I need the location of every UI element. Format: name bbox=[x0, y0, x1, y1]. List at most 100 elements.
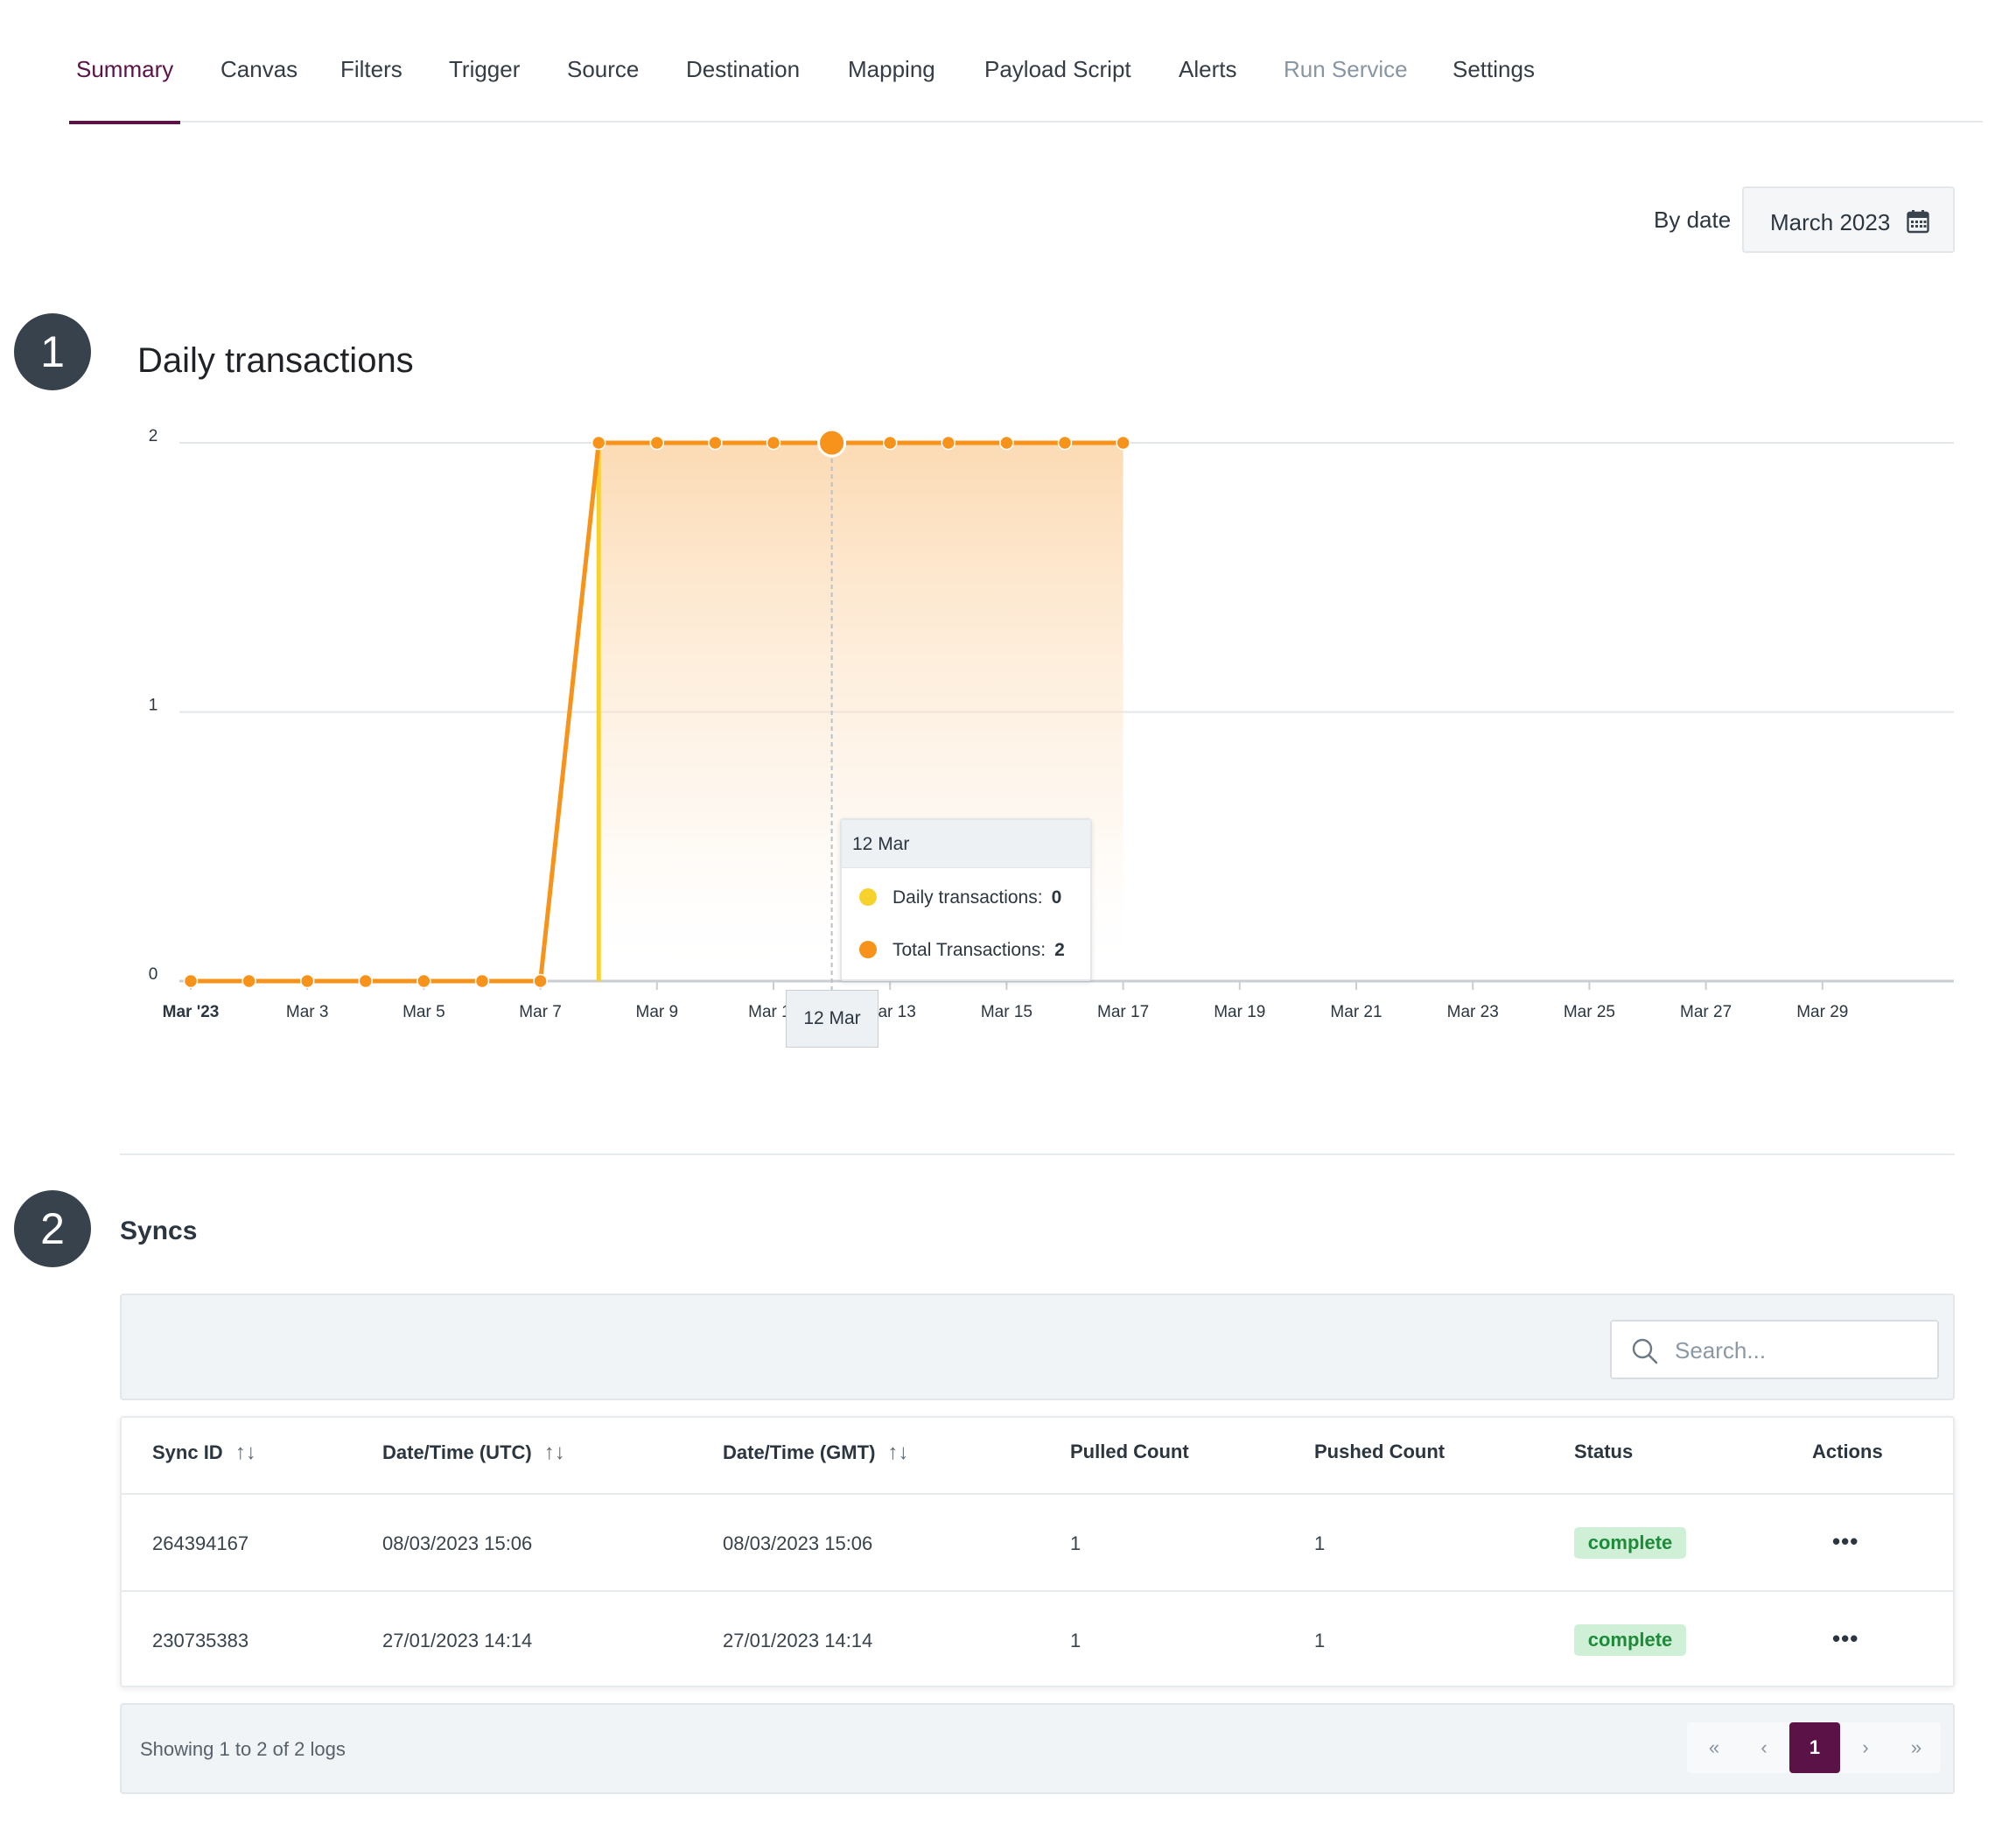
tab-mapping[interactable]: Mapping bbox=[848, 56, 935, 82]
total-transactions-point bbox=[1057, 435, 1073, 451]
x-tick-label: Mar 19 bbox=[1214, 1003, 1265, 1021]
total-transactions-point bbox=[533, 973, 548, 989]
x-tick-label: Mar '23 bbox=[163, 1003, 220, 1021]
total-transactions-point bbox=[474, 973, 490, 989]
search-input[interactable] bbox=[1675, 1330, 1928, 1371]
cell-sync-id: 264394167 bbox=[152, 1532, 249, 1554]
x-tick-label: Mar 21 bbox=[1330, 1003, 1382, 1021]
column-header-gmt[interactable]: Date/Time (GMT) ↑↓ bbox=[723, 1441, 908, 1465]
total-transactions-point bbox=[882, 435, 898, 451]
total-transactions-point bbox=[766, 435, 781, 451]
y-tick-label: 1 bbox=[149, 697, 158, 715]
tab-filters[interactable]: Filters bbox=[340, 56, 402, 82]
chart-tooltip: 12 Mar Daily transactions: 0 Total Transa… bbox=[840, 818, 1092, 981]
total-transactions-point bbox=[999, 435, 1014, 451]
page-1-button[interactable]: 1 bbox=[1789, 1722, 1840, 1773]
y-tick-label: 2 bbox=[149, 427, 158, 445]
column-label: Sync ID bbox=[152, 1441, 223, 1463]
total-transactions-point bbox=[649, 435, 665, 451]
tab-settings[interactable]: Settings bbox=[1452, 56, 1535, 82]
total-transactions-point bbox=[299, 973, 315, 989]
tab-summary[interactable]: Summary bbox=[68, 56, 181, 124]
search-field[interactable] bbox=[1610, 1320, 1939, 1379]
step-1-badge: 1 bbox=[14, 313, 91, 390]
column-header-sync-id[interactable]: Sync ID ↑↓ bbox=[152, 1441, 256, 1465]
cell-sync-id: 230735383 bbox=[152, 1630, 249, 1651]
total-transactions-point bbox=[183, 973, 199, 989]
pagination-summary: Showing 1 to 2 of 2 logs bbox=[140, 1738, 346, 1760]
calendar-icon bbox=[1907, 210, 1929, 234]
sort-icon[interactable]: ↑↓ bbox=[887, 1441, 909, 1464]
total-transactions-point bbox=[941, 435, 956, 451]
chart-title: Daily transactions bbox=[137, 341, 414, 380]
sort-icon[interactable]: ↑↓ bbox=[234, 1441, 256, 1464]
search-icon bbox=[1632, 1338, 1658, 1364]
series-dot-icon bbox=[859, 888, 877, 906]
tab-alerts[interactable]: Alerts bbox=[1179, 56, 1237, 82]
total-transactions-point bbox=[817, 428, 847, 458]
total-transactions-point bbox=[591, 435, 606, 451]
row-divider bbox=[122, 1493, 1953, 1495]
x-tick-label: Mar 23 bbox=[1447, 1003, 1499, 1021]
month-picker-value: March 2023 bbox=[1770, 209, 1891, 235]
x-tick-label: Mar 3 bbox=[286, 1003, 329, 1021]
last-page-button[interactable]: » bbox=[1910, 1736, 1922, 1758]
status-badge: complete bbox=[1574, 1624, 1686, 1656]
x-tick-label: Mar 9 bbox=[636, 1003, 679, 1021]
prev-page-button[interactable]: ‹ bbox=[1760, 1736, 1768, 1758]
x-tick-label: Mar 29 bbox=[1796, 1003, 1848, 1021]
syncs-title: Syncs bbox=[120, 1216, 198, 1245]
tooltip-title: 12 Mar bbox=[842, 820, 1090, 868]
tooltip-value: 0 bbox=[1051, 887, 1062, 908]
first-page-button[interactable]: « bbox=[1708, 1736, 1720, 1758]
tooltip-row-daily: Daily transactions: 0 bbox=[859, 887, 1061, 908]
tooltip-value: 2 bbox=[1054, 940, 1065, 960]
x-axis-highlight-label: 12 Mar bbox=[786, 990, 878, 1048]
step-2-badge: 2 bbox=[14, 1190, 91, 1267]
tooltip-label: Total Transactions: bbox=[892, 940, 1046, 960]
cell-pulled: 1 bbox=[1070, 1630, 1082, 1651]
tooltip-row-total: Total Transactions: 2 bbox=[859, 940, 1065, 961]
y-tick-label: 0 bbox=[149, 965, 158, 984]
series-dot-icon bbox=[859, 941, 877, 958]
total-transactions-point bbox=[242, 973, 256, 989]
by-date-label: By date bbox=[1654, 207, 1732, 233]
x-tick-label: Mar 25 bbox=[1564, 1003, 1615, 1021]
cell-pushed: 1 bbox=[1314, 1532, 1326, 1554]
x-tick-label: Mar 5 bbox=[402, 1003, 445, 1021]
cell-gmt: 27/01/2023 14:14 bbox=[723, 1630, 873, 1651]
column-header-pushed: Pushed Count bbox=[1314, 1441, 1446, 1462]
column-header-status: Status bbox=[1574, 1441, 1634, 1462]
tab-source[interactable]: Source bbox=[567, 56, 640, 82]
total-transactions-point bbox=[416, 973, 431, 989]
row-actions-menu[interactable]: ••• bbox=[1832, 1528, 1859, 1554]
row-divider bbox=[122, 1590, 1953, 1592]
tab-run-service[interactable]: Run Service bbox=[1284, 56, 1408, 82]
month-picker[interactable]: March 2023 bbox=[1742, 186, 1955, 253]
x-tick-label: Mar 15 bbox=[981, 1003, 1032, 1021]
tab-payload-script[interactable]: Payload Script bbox=[984, 56, 1131, 82]
tab-bar: Summary Canvas Filters Trigger Source De… bbox=[68, 39, 1983, 124]
tooltip-label: Daily transactions: bbox=[892, 887, 1043, 908]
row-actions-menu[interactable]: ••• bbox=[1832, 1625, 1859, 1651]
cell-utc: 08/03/2023 15:06 bbox=[382, 1532, 533, 1554]
sort-icon[interactable]: ↑↓ bbox=[543, 1441, 565, 1464]
section-divider bbox=[120, 1153, 1955, 1155]
cell-gmt: 08/03/2023 15:06 bbox=[723, 1532, 873, 1554]
x-tick-label: Mar 7 bbox=[519, 1003, 562, 1021]
column-header-utc[interactable]: Date/Time (UTC) ↑↓ bbox=[382, 1441, 565, 1465]
total-transactions-point bbox=[708, 435, 723, 451]
tab-destination[interactable]: Destination bbox=[686, 56, 801, 82]
cell-pushed: 1 bbox=[1314, 1630, 1326, 1651]
cell-utc: 27/01/2023 14:14 bbox=[382, 1630, 533, 1651]
column-label: Date/Time (UTC) bbox=[382, 1441, 532, 1463]
x-tick-label: Mar 27 bbox=[1680, 1003, 1732, 1021]
cell-pulled: 1 bbox=[1070, 1532, 1082, 1554]
column-label: Date/Time (GMT) bbox=[723, 1441, 876, 1463]
total-transactions-point bbox=[1116, 435, 1130, 451]
tab-trigger[interactable]: Trigger bbox=[449, 56, 521, 82]
total-transactions-point bbox=[358, 973, 374, 989]
tab-canvas[interactable]: Canvas bbox=[220, 56, 298, 82]
next-page-button[interactable]: › bbox=[1862, 1736, 1869, 1758]
column-header-actions: Actions bbox=[1812, 1441, 1883, 1462]
